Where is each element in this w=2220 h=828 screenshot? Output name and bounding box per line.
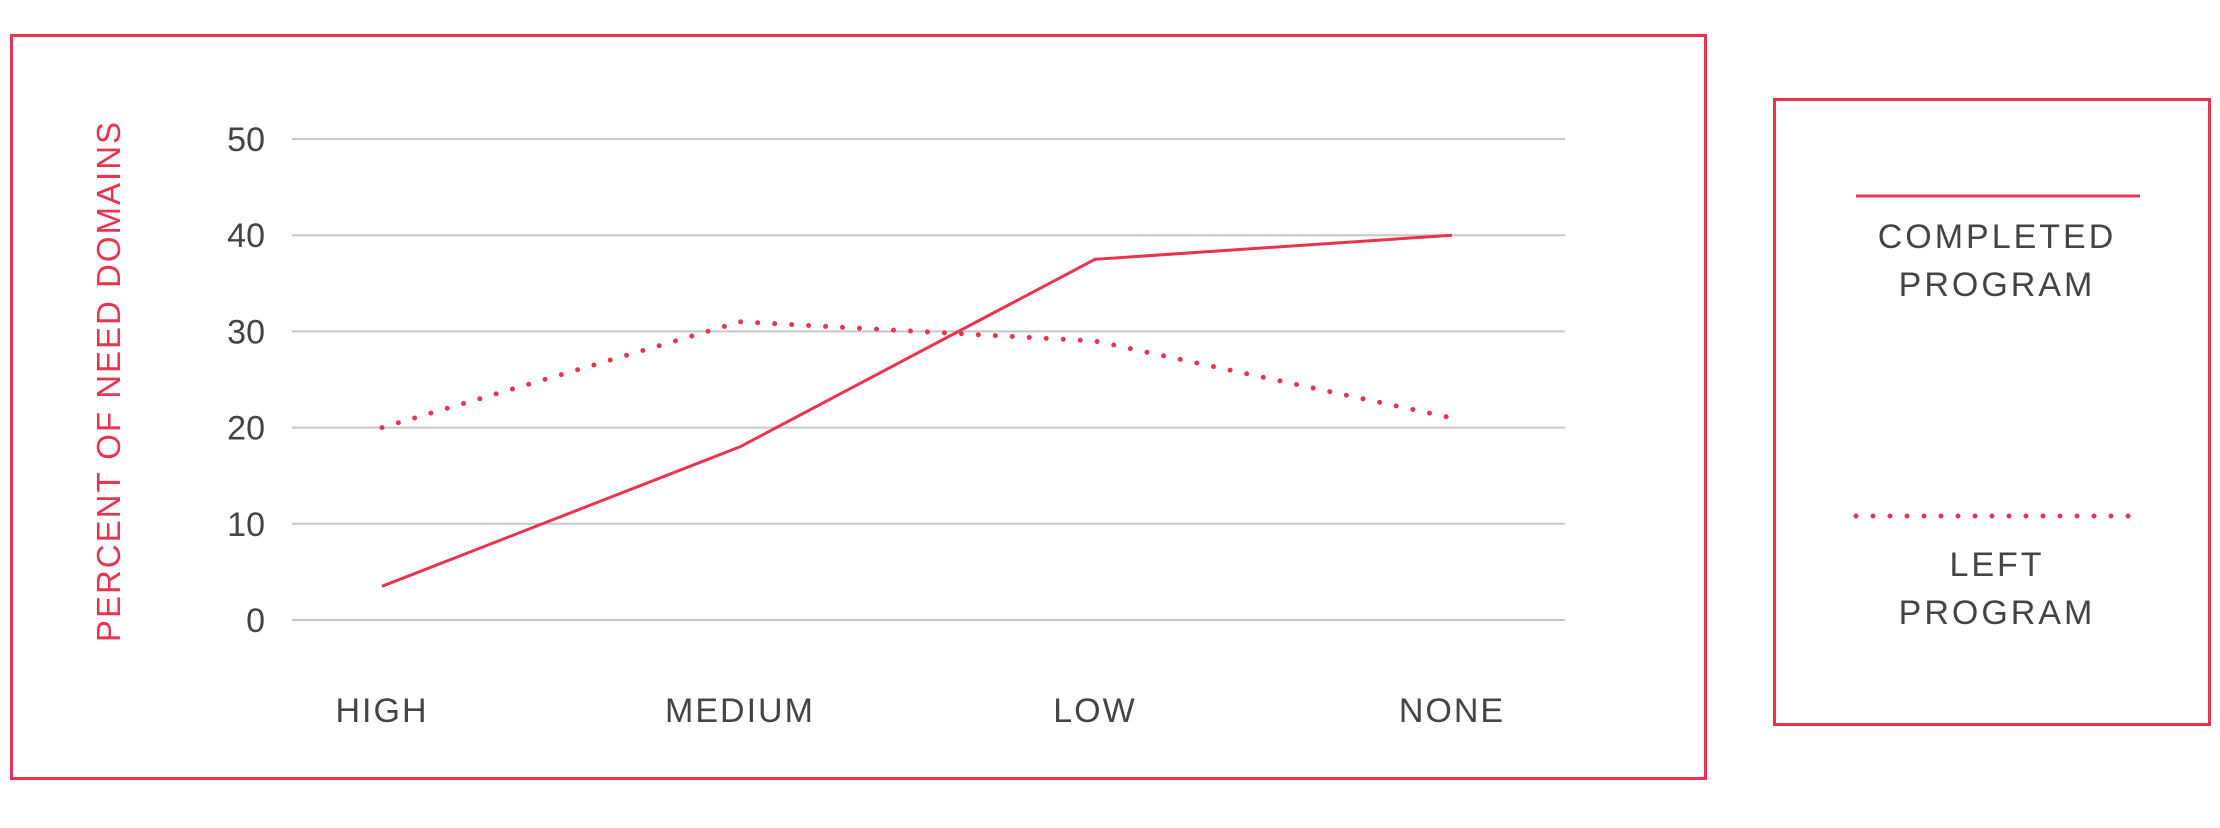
x-category-label: NONE: [1399, 692, 1505, 730]
y-tick-label: 20: [227, 410, 265, 448]
x-category-label: LOW: [1053, 692, 1136, 730]
series-line-completed-program: [381, 233, 1453, 588]
x-category-label: HIGH: [336, 692, 429, 730]
y-tick-label: 10: [227, 506, 265, 544]
x-category-labels: HIGH MEDIUM LOW NONE: [336, 692, 1505, 730]
y-tick-labels: 0 10 20 30 40 50: [227, 121, 265, 640]
series-lines: [379, 233, 1455, 588]
legend-label: LEFT: [1949, 546, 2044, 584]
y-tick-label: 50: [227, 121, 265, 159]
chart-frame: [10, 34, 1707, 780]
legend-label: COMPLETED: [1878, 218, 2117, 256]
y-axis-label: PERCENT OF NEED DOMAINS: [90, 120, 127, 642]
y-tick-label: 40: [227, 217, 265, 255]
legend-frame: [1773, 98, 2211, 726]
series-line-left-program: [379, 319, 1455, 431]
y-tick-label: 30: [227, 313, 265, 351]
y-tick-label: 0: [246, 602, 265, 640]
legend: COMPLETED PROGRAM LEFT PROGRAM: [1853, 194, 2143, 632]
legend-label: PROGRAM: [1899, 594, 2096, 632]
x-category-label: MEDIUM: [665, 692, 815, 730]
legend-label: PROGRAM: [1899, 266, 2096, 304]
